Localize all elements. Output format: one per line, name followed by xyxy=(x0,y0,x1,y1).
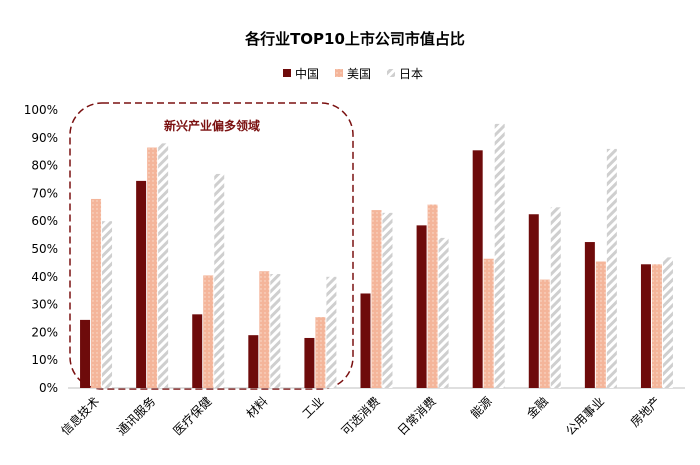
bar-中国-房地产 xyxy=(640,264,651,388)
bar-美国-金融 xyxy=(539,279,550,388)
bar-中国-工业 xyxy=(304,337,315,388)
bar-中国-可选消费 xyxy=(360,293,371,388)
bar-日本-工业 xyxy=(326,276,337,388)
bar-日本-医疗保健 xyxy=(214,173,225,388)
bar-美国-通讯服务 xyxy=(147,147,158,388)
y-tick-label: 100% xyxy=(24,103,58,117)
x-tick-label: 能源 xyxy=(468,394,495,421)
bar-中国-通讯服务 xyxy=(136,180,147,388)
bar-美国-公用事业 xyxy=(595,261,606,388)
x-tick-label: 医疗保健 xyxy=(170,394,214,438)
x-tick-label: 公用事业 xyxy=(563,394,607,438)
bar-日本-信息技术 xyxy=(102,221,113,388)
legend-swatch xyxy=(283,69,291,77)
bar-美国-日常消费 xyxy=(427,204,438,388)
bar-美国-材料 xyxy=(259,271,270,388)
y-tick-label: 40% xyxy=(31,270,58,284)
annotation-label: 新兴产业偏多领域 xyxy=(164,118,260,133)
bar-中国-日常消费 xyxy=(416,225,427,388)
legend-label: 美国 xyxy=(347,67,371,81)
x-tick-label: 通讯服务 xyxy=(114,394,159,439)
legend-swatch xyxy=(335,69,343,77)
bar-中国-公用事业 xyxy=(584,242,595,388)
annotation-box xyxy=(69,102,354,390)
bar-美国-可选消费 xyxy=(371,210,382,388)
bar-中国-信息技术 xyxy=(80,319,91,388)
bar-日本-材料 xyxy=(270,274,281,388)
y-tick-label: 50% xyxy=(31,242,58,256)
chart-title: 各行业TOP10上市公司市值占比 xyxy=(244,30,465,48)
x-tick-label: 日常消费 xyxy=(395,394,439,438)
bar-日本-通讯服务 xyxy=(158,143,169,388)
y-tick-label: 10% xyxy=(31,353,58,367)
legend-swatch xyxy=(387,69,395,77)
bar-日本-日常消费 xyxy=(438,237,449,388)
legend: 中国 美国 日本 xyxy=(283,66,423,81)
x-axis: 信息技术 通讯服务 医疗保健 材料 工业 可选消费 日常消费 能源 金融 公用事业 房地产 xyxy=(58,394,663,439)
bar-美国-能源 xyxy=(483,258,494,388)
bar-中国-能源 xyxy=(472,150,483,388)
annotation-group: 新兴产业偏多领域 xyxy=(69,102,354,390)
legend-label: 日本 xyxy=(399,67,423,81)
bars xyxy=(80,123,673,389)
y-axis: 0% 10% 20% 30% 40% 50% 60% 70% 80% 90% 100% xyxy=(24,103,685,395)
y-tick-label: 30% xyxy=(31,298,58,312)
x-tick-label: 工业 xyxy=(300,394,327,421)
y-tick-label: 60% xyxy=(31,214,58,228)
bar-日本-房地产 xyxy=(662,257,673,388)
bar-日本-金融 xyxy=(550,207,561,388)
y-tick-label: 80% xyxy=(31,159,58,173)
bar-美国-房地产 xyxy=(651,264,662,388)
x-tick-label: 材料 xyxy=(244,394,271,421)
y-tick-label: 90% xyxy=(31,131,58,145)
y-tick-label: 70% xyxy=(31,186,58,200)
x-tick-label: 房地产 xyxy=(627,394,663,430)
legend-label: 中国 xyxy=(295,66,319,81)
bar-中国-金融 xyxy=(528,214,539,388)
x-tick-label: 可选消费 xyxy=(339,394,383,438)
y-tick-label: 20% xyxy=(31,325,58,339)
bar-中国-医疗保健 xyxy=(192,314,203,388)
bar-日本-公用事业 xyxy=(606,148,617,388)
y-tick-label: 0% xyxy=(39,381,58,395)
x-tick-label: 金融 xyxy=(523,394,551,422)
x-tick-label: 信息技术 xyxy=(58,394,103,439)
bar-中国-材料 xyxy=(248,335,259,388)
bar-日本-能源 xyxy=(494,123,505,389)
bar-日本-可选消费 xyxy=(382,212,393,388)
bar-美国-医疗保健 xyxy=(203,275,214,388)
bar-美国-信息技术 xyxy=(91,198,102,388)
bar-美国-工业 xyxy=(315,317,326,388)
